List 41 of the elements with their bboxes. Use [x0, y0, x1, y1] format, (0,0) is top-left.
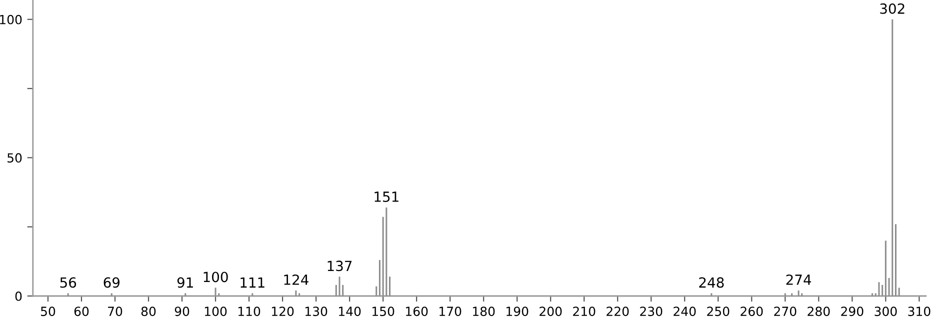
- annotation: 248: [699, 277, 724, 288]
- annotation: 111: [240, 277, 264, 288]
- x-tick-label: 60: [74, 306, 89, 316]
- y-tick-label: 0: [15, 291, 22, 301]
- annotation: 302: [880, 3, 904, 14]
- x-tick-label: 270: [774, 306, 796, 316]
- x-tick-label: 250: [707, 306, 730, 316]
- x-tick-label: 50: [40, 306, 56, 316]
- x-tick-label: 240: [674, 306, 696, 316]
- x-tick-label: 290: [841, 306, 864, 316]
- annotation: 100: [204, 272, 228, 282]
- annotation: 124: [284, 274, 308, 285]
- x-tick-label: 220: [606, 306, 629, 316]
- x-tick-label: 200: [540, 306, 562, 316]
- annotation: 137: [328, 260, 352, 272]
- annotation: 56: [60, 277, 76, 288]
- annotation: 69: [104, 277, 120, 288]
- x-tick-label: 120: [272, 306, 294, 316]
- x-tick-label: 310: [908, 306, 930, 316]
- x-tick-label: 90: [174, 306, 190, 316]
- x-tick-label: 160: [406, 306, 428, 316]
- y-tick-label: 100: [0, 14, 22, 24]
- x-tick-label: 100: [204, 306, 227, 316]
- x-tick-label: 280: [808, 306, 830, 316]
- x-tick-label: 300: [874, 306, 897, 316]
- annotation: 274: [786, 274, 812, 285]
- x-tick-label: 110: [238, 306, 260, 316]
- x-tick-label: 190: [506, 306, 528, 316]
- x-tick-label: 130: [305, 306, 328, 316]
- y-tick-label: 50: [8, 153, 22, 163]
- x-tick-label: 210: [573, 306, 596, 316]
- annotation: 151: [374, 192, 398, 202]
- x-tick-label: 180: [473, 306, 495, 316]
- x-tick-label: 150: [372, 306, 394, 316]
- x-tick-label: 260: [740, 306, 763, 316]
- x-tick-label: 80: [141, 306, 156, 316]
- x-tick-label: 70: [108, 306, 122, 316]
- x-tick-label: 170: [440, 306, 462, 316]
- x-tick-label: 230: [640, 306, 662, 316]
- annotation: 91: [177, 277, 193, 288]
- x-tick-label: 140: [339, 306, 361, 316]
